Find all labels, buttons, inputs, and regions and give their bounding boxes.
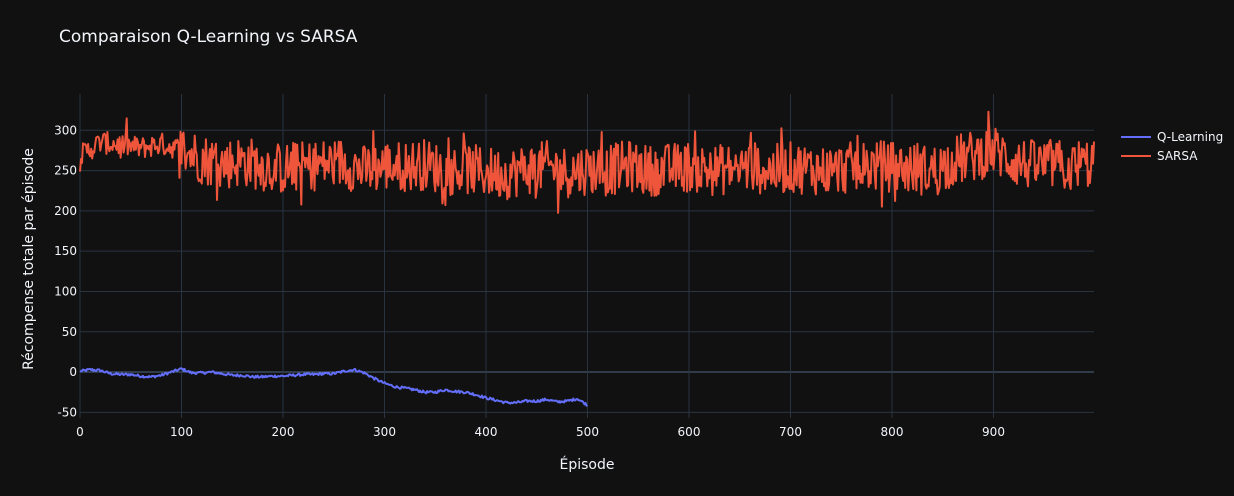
y-tick-label: 300	[54, 123, 77, 137]
y-tick-label: 50	[62, 325, 77, 339]
x-tick-label: 900	[982, 425, 1005, 439]
legend-label: SARSA	[1157, 149, 1198, 163]
y-tick-label: 0	[69, 365, 77, 379]
y-tick-label: 250	[54, 164, 77, 178]
legend-item[interactable]: SARSA	[1121, 149, 1198, 163]
chart-title: Comparaison Q-Learning vs SARSA	[59, 27, 358, 47]
x-tick-label: 100	[170, 425, 193, 439]
y-axis-ticks: -50 0 50 100 150 200 250 300	[54, 123, 77, 419]
series-line-q-learning	[79, 367, 589, 407]
x-tick-label: 200	[272, 425, 295, 439]
x-tick-label: 600	[678, 425, 701, 439]
x-tick-label: 700	[779, 425, 802, 439]
legend-label: Q-Learning	[1157, 130, 1223, 144]
y-tick-label: -50	[57, 405, 77, 419]
x-tick-label: 0	[76, 425, 84, 439]
x-tick-label: 300	[373, 425, 396, 439]
series-lines	[79, 110, 1095, 407]
x-axis-title: Épisode	[560, 456, 615, 473]
y-axis-title: Récompense totale par épisode	[21, 148, 37, 370]
series-line-sarsa	[79, 110, 1095, 214]
y-tick-label: 200	[54, 204, 77, 218]
legend[interactable]: Q-Learning SARSA	[1121, 130, 1223, 163]
x-axis-ticks: 0 100 200 300 400 500 600 700 800 900	[76, 425, 1005, 439]
x-tick-label: 400	[475, 425, 498, 439]
y-tick-label: 150	[54, 244, 77, 258]
x-tick-label: 800	[881, 425, 904, 439]
legend-item[interactable]: Q-Learning	[1121, 130, 1223, 144]
x-tick-label: 500	[576, 425, 599, 439]
y-tick-label: 100	[54, 284, 77, 298]
